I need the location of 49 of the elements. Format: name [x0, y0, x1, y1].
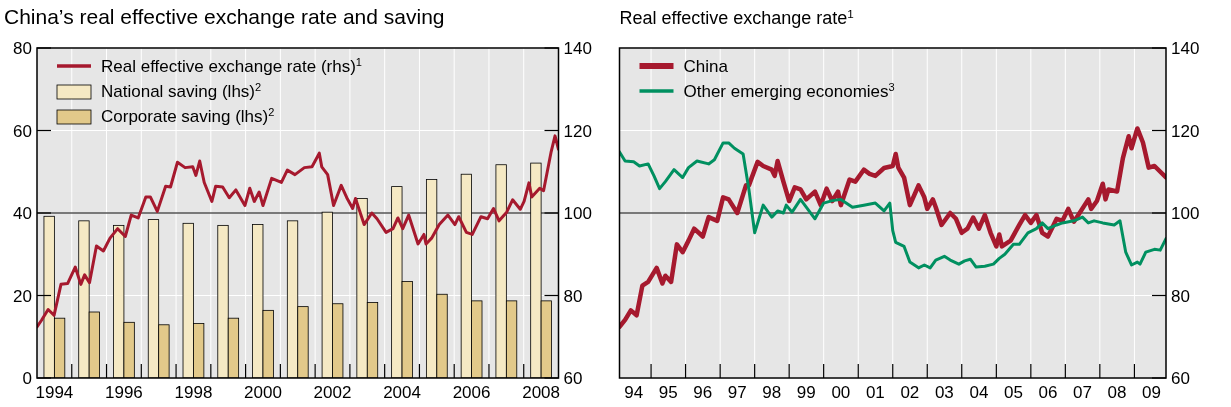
y-tick-label: 40 — [13, 204, 32, 223]
legend-label: Corporate saving (lhs)$^{2}$ — [101, 106, 275, 126]
x-tick-label: 00 — [831, 383, 851, 402]
line-series — [37, 134, 559, 329]
x-tick-label: 98 — [762, 383, 782, 402]
y-tick-label: 20 — [13, 286, 32, 306]
x-tick-label: 04 — [969, 383, 989, 402]
x-tick-label: 01 — [865, 383, 885, 402]
x-tick-label: 2004 — [383, 383, 421, 402]
y2-tick-label: 80 — [563, 286, 583, 306]
x-tick-label: 1998 — [174, 383, 213, 402]
y-tick-label: 60 — [13, 121, 32, 141]
legend-label: China — [683, 57, 729, 76]
x-tick-label: 2006 — [452, 383, 491, 402]
line-series — [619, 141, 1166, 270]
chart-title: China’s real effective exchange rate and saving — [4, 5, 445, 28]
x-tick-label: 03 — [934, 383, 954, 402]
y2-tick-label: 120 — [1171, 121, 1200, 141]
y-tick-label: 0 — [22, 369, 32, 388]
line-series — [619, 126, 1166, 330]
y2-tick-label: 100 — [1171, 204, 1200, 223]
x-tick-label: 99 — [796, 383, 816, 402]
x-tick-label: 1996 — [105, 383, 143, 402]
y2-tick-label: 120 — [563, 121, 592, 141]
x-tick-label: 96 — [693, 383, 713, 402]
y2-tick-label: 140 — [1171, 39, 1200, 58]
x-tick-label: 02 — [900, 383, 920, 402]
x-tick-label: 2008 — [522, 383, 561, 402]
x-tick-label: 97 — [727, 383, 747, 402]
x-tick-label: 05 — [1003, 383, 1023, 402]
x-tick-label: 08 — [1107, 383, 1127, 402]
x-tick-label: 1994 — [35, 383, 74, 402]
x-tick-label: 09 — [1142, 383, 1161, 402]
legend-label: National saving (lhs)$^{2}$ — [101, 81, 262, 101]
y2-tick-label: 80 — [1171, 286, 1190, 306]
x-tick-label: 07 — [1072, 383, 1092, 402]
y2-tick-label: 60 — [1171, 369, 1190, 388]
x-tick-label: 95 — [658, 383, 678, 402]
legend-label: Real effective exchange rate (rhs)$^{1}$ — [101, 56, 362, 76]
y2-tick-label: 60 — [563, 369, 583, 388]
y2-tick-label: 140 — [563, 39, 592, 58]
x-tick-label: 06 — [1038, 383, 1058, 402]
x-tick-label: 94 — [624, 383, 644, 402]
legend-label: Other emerging economies$^{3}$ — [683, 81, 895, 101]
x-tick-label: 2000 — [244, 383, 282, 402]
y2-tick-label: 100 — [563, 204, 592, 223]
chart-title: Real effective exchange rate$^{1}$ — [619, 6, 854, 28]
x-tick-label: 2002 — [313, 383, 352, 402]
y-tick-label: 80 — [13, 39, 32, 58]
